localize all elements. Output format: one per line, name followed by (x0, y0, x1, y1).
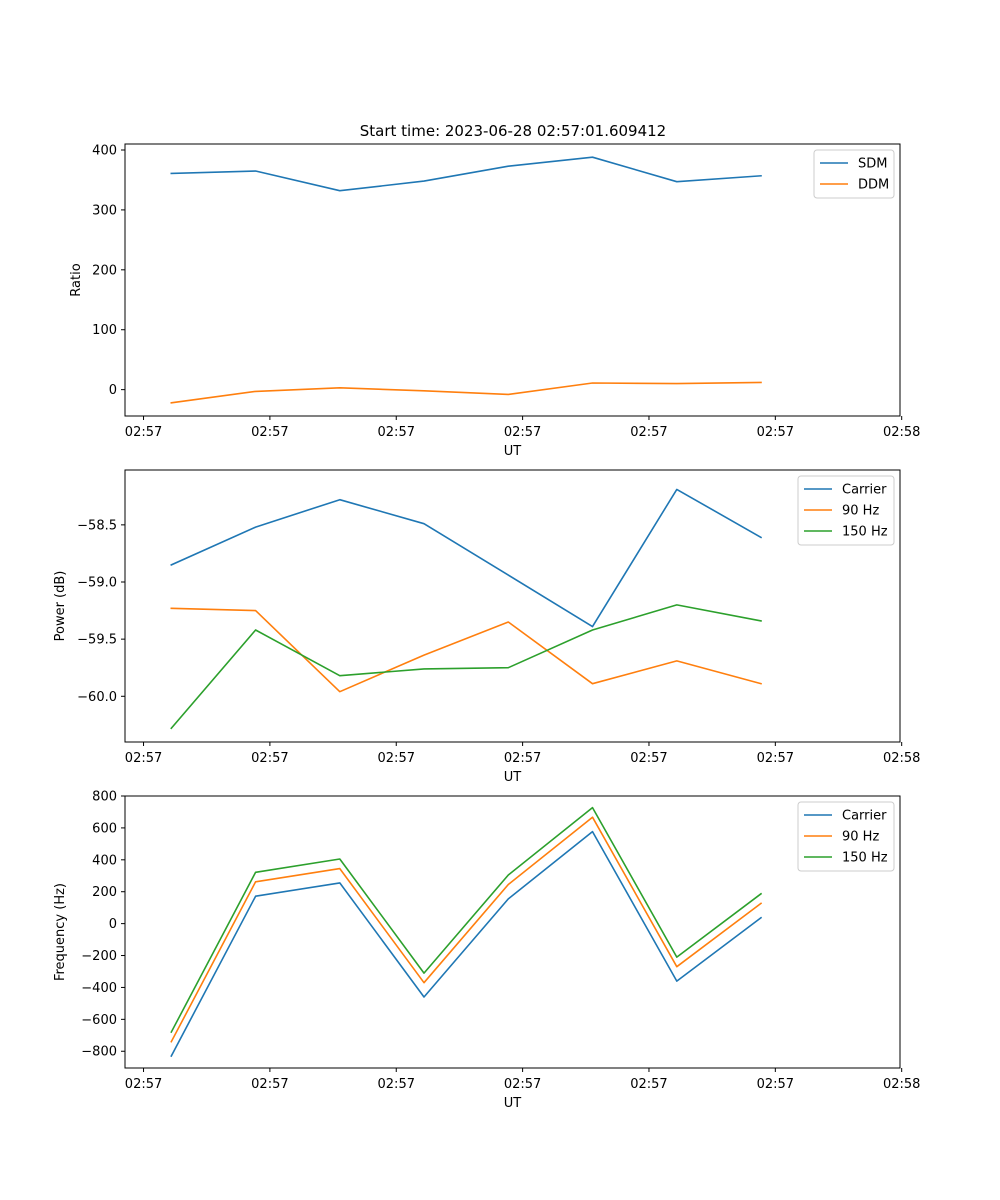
y-axis-label: Ratio (69, 263, 84, 296)
x-tick-label: 02:57 (504, 751, 541, 766)
y-axis-label: Power (dB) (53, 571, 68, 642)
legend: SDM DDM (813, 149, 895, 199)
y-tick-label: 800 (92, 790, 117, 805)
axes-frame (124, 795, 901, 1069)
figure-title: Start time: 2023-06-28 02:57:01.609412 (360, 122, 666, 140)
x-tick-label: 02:57 (125, 425, 162, 440)
y-tick-label: 300 (92, 203, 117, 218)
legend: Carrier 90 Hz 150 Hz (797, 475, 895, 546)
legend-label: DDM (858, 178, 889, 193)
x-axis-label: UT (504, 1096, 522, 1111)
y-tick-label: −59.0 (77, 576, 117, 591)
x-tick-label: 02:58 (883, 425, 920, 440)
legend: Carrier 90 Hz 150 Hz (797, 801, 895, 872)
series-line-carrier (170, 488, 763, 628)
x-tick-label: 02:57 (757, 751, 794, 766)
legend-box (797, 801, 895, 872)
y-tick-label: 200 (92, 263, 117, 278)
legend-label: 150 Hz (842, 525, 888, 540)
series-line-ddm (170, 381, 762, 404)
y-axis-label: Frequency (Hz) (53, 883, 68, 981)
y-tick-label: 0 (109, 383, 117, 398)
y-tick-label: −200 (81, 949, 117, 964)
series-line-150-hz (170, 806, 763, 1034)
x-tick-label: 02:57 (378, 1077, 415, 1092)
x-tick-label: 02:57 (504, 425, 541, 440)
x-axis-label: UT (504, 444, 522, 459)
y-tick-label: 400 (92, 143, 117, 158)
axes-frame (124, 469, 901, 743)
x-tick-label: 02:57 (251, 425, 288, 440)
legend-label: Carrier (842, 809, 887, 824)
y-tick-label: 600 (92, 821, 117, 836)
x-tick-label: 02:57 (630, 425, 667, 440)
x-tick-label: 02:57 (757, 425, 794, 440)
chart-panel-3: 02:57 02:57 02:57 02:57 02:57 02:57 02:58 −800 −… (53, 790, 920, 1112)
x-tick-label: 02:58 (883, 751, 920, 766)
legend-label: SDM (858, 157, 887, 172)
x-tick-label: 02:57 (378, 425, 415, 440)
y-tick-label: −400 (81, 981, 117, 996)
legend-box (813, 149, 895, 199)
legend-label: 150 Hz (842, 851, 888, 866)
y-tick-label: 100 (92, 323, 117, 338)
axes-frame (124, 143, 901, 417)
x-tick-label: 02:57 (125, 751, 162, 766)
legend-label: 90 Hz (842, 830, 879, 845)
x-tick-label: 02:58 (883, 1077, 920, 1092)
y-tick-label: −600 (81, 1013, 117, 1028)
y-tick-label: 200 (92, 885, 117, 900)
chart-panel-1: 02:57 02:57 02:57 02:57 02:57 02:57 02:58 0 100 2… (69, 143, 920, 459)
x-axis-label: UT (504, 770, 522, 785)
x-tick-label: 02:57 (630, 1077, 667, 1092)
series-line-carrier (170, 830, 763, 1058)
y-tick-label: 0 (109, 917, 117, 932)
x-tick-label: 02:57 (630, 751, 667, 766)
x-tick-label: 02:57 (251, 1077, 288, 1092)
series-line-150-hz (170, 604, 762, 730)
y-tick-label: −800 (81, 1045, 117, 1060)
legend-box (797, 475, 895, 546)
chart-panel-2: 02:57 02:57 02:57 02:57 02:57 02:57 02:58 −60.0… (53, 469, 920, 785)
series-line-sdm (170, 156, 762, 192)
y-tick-label: −60.0 (77, 690, 117, 705)
legend-label: Carrier (842, 483, 887, 498)
panels-container: 02:57 02:57 02:57 02:57 02:57 02:57 02:58 0 100 2… (53, 143, 920, 1111)
y-tick-label: −59.5 (77, 633, 117, 648)
x-tick-label: 02:57 (251, 751, 288, 766)
x-tick-label: 02:57 (504, 1077, 541, 1092)
x-tick-label: 02:57 (125, 1077, 162, 1092)
legend-label: 90 Hz (842, 504, 879, 519)
x-tick-label: 02:57 (757, 1077, 794, 1092)
series-line-90-hz (170, 816, 763, 1043)
y-tick-label: 400 (92, 853, 117, 868)
x-tick-label: 02:57 (378, 751, 415, 766)
y-tick-label: −58.5 (77, 518, 117, 533)
series-line-90-hz (170, 607, 762, 693)
